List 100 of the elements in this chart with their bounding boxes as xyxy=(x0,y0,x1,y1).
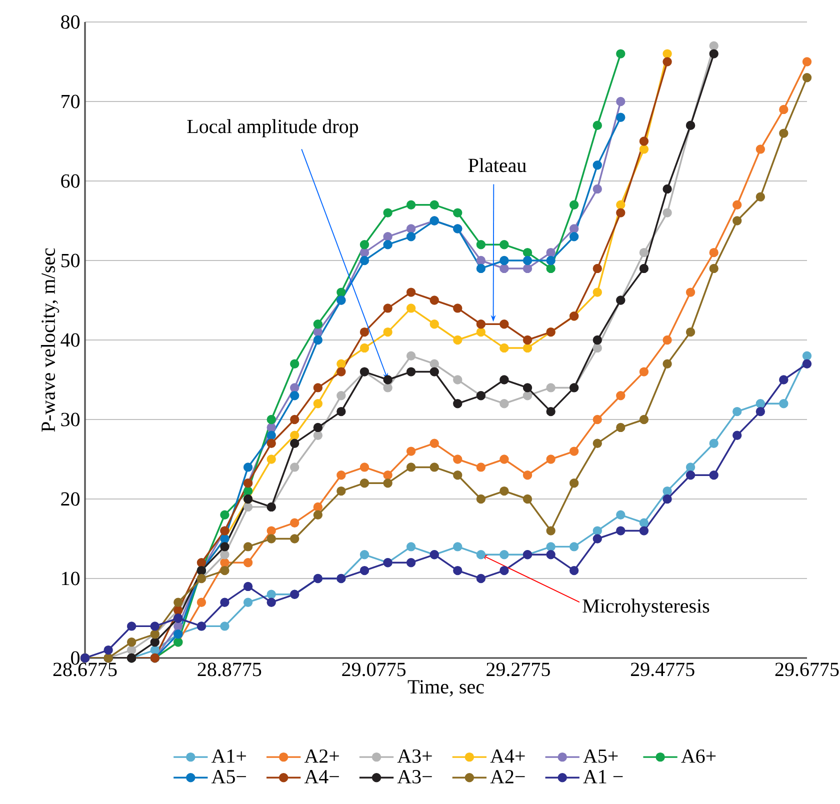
point xyxy=(220,542,230,552)
x-tick-label: 28.8775 xyxy=(198,662,262,676)
y-tick-label: 50 xyxy=(61,254,80,268)
point xyxy=(500,375,509,384)
point xyxy=(662,49,672,58)
point xyxy=(220,510,230,520)
point xyxy=(336,486,346,496)
y-tick-label: 40 xyxy=(60,333,80,347)
y-tick-label: 80 xyxy=(61,15,80,29)
point xyxy=(453,566,462,576)
point xyxy=(546,550,556,560)
point xyxy=(266,534,276,544)
point xyxy=(313,502,323,512)
point xyxy=(383,240,392,250)
x-tick-label: 29.4775 xyxy=(630,662,694,676)
point xyxy=(290,462,300,472)
point xyxy=(174,598,183,607)
point xyxy=(569,542,579,552)
point xyxy=(546,264,556,274)
point xyxy=(686,288,696,297)
point xyxy=(709,248,718,258)
point xyxy=(500,264,509,274)
point xyxy=(360,240,370,250)
point xyxy=(406,367,416,376)
point xyxy=(639,526,649,536)
point xyxy=(639,518,649,528)
point xyxy=(266,414,276,424)
x-tick-label: 29.6775 xyxy=(775,662,839,676)
y-tick-label: 0 xyxy=(71,651,80,665)
point xyxy=(383,208,392,218)
point xyxy=(476,319,486,329)
point xyxy=(500,256,509,266)
point xyxy=(313,383,323,392)
point xyxy=(779,375,788,384)
point xyxy=(430,200,439,210)
point xyxy=(336,391,346,400)
point xyxy=(592,335,602,345)
x-tick-label: 28.6775 xyxy=(53,662,117,676)
point xyxy=(360,478,370,488)
point xyxy=(360,327,370,337)
legend-label: A2+ xyxy=(304,749,339,763)
point xyxy=(453,335,462,345)
point xyxy=(406,232,416,242)
legend-label: A6+ xyxy=(681,749,716,763)
point xyxy=(522,391,532,400)
point xyxy=(639,144,649,154)
point xyxy=(336,367,346,376)
y-tick-label: 30 xyxy=(61,412,80,426)
point xyxy=(150,637,160,647)
point xyxy=(290,414,300,424)
point xyxy=(476,494,486,504)
point xyxy=(360,248,370,258)
point xyxy=(336,359,346,368)
point xyxy=(546,406,556,416)
point xyxy=(360,343,370,353)
point xyxy=(336,288,346,297)
point xyxy=(313,430,323,440)
point xyxy=(290,534,300,544)
point xyxy=(639,414,649,424)
point xyxy=(732,430,742,440)
point xyxy=(476,264,486,274)
point xyxy=(220,622,230,631)
point xyxy=(406,304,416,313)
point xyxy=(476,256,486,266)
point xyxy=(266,422,276,432)
point xyxy=(243,486,253,496)
point xyxy=(383,304,392,313)
point xyxy=(709,41,718,50)
point xyxy=(522,256,532,266)
point xyxy=(313,510,323,520)
point xyxy=(569,566,579,576)
point xyxy=(290,518,300,528)
point xyxy=(662,335,672,345)
point xyxy=(313,422,323,432)
point xyxy=(546,256,556,266)
point xyxy=(453,375,462,384)
point xyxy=(430,438,439,448)
point xyxy=(453,454,462,464)
point xyxy=(266,590,276,599)
point xyxy=(686,462,696,472)
point xyxy=(616,422,626,432)
point xyxy=(756,144,766,154)
point xyxy=(756,192,766,202)
point xyxy=(290,438,300,448)
point xyxy=(453,470,462,480)
point xyxy=(453,208,462,218)
point xyxy=(569,446,579,456)
point xyxy=(709,49,718,58)
point xyxy=(756,398,766,408)
point xyxy=(383,375,392,384)
point xyxy=(266,526,276,536)
point xyxy=(592,264,602,274)
point xyxy=(662,486,672,496)
point xyxy=(592,288,602,297)
point xyxy=(616,526,626,536)
legend-label: A1+ xyxy=(211,749,246,763)
point xyxy=(383,470,392,480)
point xyxy=(616,391,626,400)
point xyxy=(430,359,439,368)
point xyxy=(220,550,230,560)
